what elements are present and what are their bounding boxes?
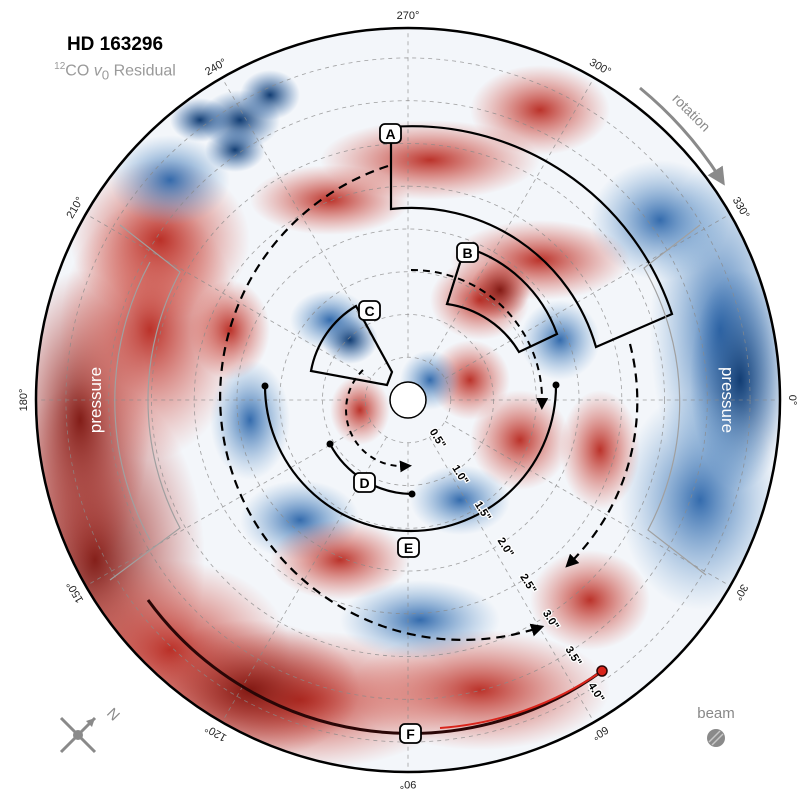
feature-b-dashed-arc	[410, 268, 549, 410]
angle-label: 270°	[397, 10, 420, 22]
feature-f-arc-highlight	[439, 670, 603, 729]
velocity-subscript: 0	[101, 67, 110, 83]
angle-label: 30°	[731, 582, 750, 602]
feature-f-box	[399, 723, 422, 744]
molecule-text: CO	[65, 62, 94, 80]
pressure-label-right: pressure	[718, 367, 737, 433]
feature-e-end-dot	[552, 381, 560, 389]
velocity-symbol: v	[93, 62, 102, 80]
central-mask	[389, 381, 427, 419]
subtitle-rest: Residual	[109, 62, 176, 80]
feature-a-sector	[389, 125, 674, 349]
feature-c-sector	[309, 304, 394, 387]
rotation-label: rotation	[669, 90, 713, 134]
angle-label: 90°	[400, 778, 417, 790]
feature-e-arc	[263, 384, 558, 533]
feature-c-label: C	[364, 303, 374, 319]
feature-f-end-dot	[596, 665, 608, 677]
feature-b-sector	[445, 245, 559, 354]
feature-d-dashed-arc	[345, 369, 412, 473]
feature-c-box	[358, 300, 381, 321]
feature-d-box	[353, 472, 376, 493]
compass-north-label: N	[103, 705, 123, 725]
feature-a-label: A	[385, 126, 395, 142]
feature-annotations: A B C D E F pressure pressure	[86, 123, 737, 744]
feature-b-label: B	[462, 245, 472, 261]
title-block: HD 163296 12CO v0 Residual	[40, 34, 190, 87]
compass-icon	[59, 716, 97, 754]
rotation-arrow	[639, 86, 725, 186]
feature-f-label: F	[406, 726, 415, 742]
figure-title: HD 163296	[66, 34, 164, 55]
feature-a-box	[379, 123, 402, 144]
feature-f-arc	[146, 599, 603, 735]
isotope-superscript: 12	[54, 61, 66, 72]
pressure-band-right	[643, 224, 707, 576]
beam-icon	[707, 729, 725, 747]
beam-label: beam	[697, 705, 735, 722]
pressure-band-left	[109, 224, 181, 581]
pressure-band-left-inner	[114, 261, 151, 541]
figure-subtitle: 12CO v0 Residual	[40, 56, 190, 87]
feature-e-label: E	[404, 540, 413, 556]
feature-d-label: D	[359, 475, 369, 491]
outer-dashed-arc-left	[219, 164, 545, 641]
feature-e-box	[397, 537, 420, 558]
outer-dashed-arc-right	[565, 343, 639, 568]
feature-e-start-dot	[261, 382, 269, 390]
feature-d-start-dot	[326, 440, 334, 448]
pressure-label-left: pressure	[86, 367, 105, 433]
feature-d-end-dot	[408, 490, 416, 498]
angle-label: 0°	[786, 395, 798, 406]
angle-label: 60°	[590, 723, 610, 742]
feature-b-box	[456, 242, 479, 263]
disc-boundary	[34, 26, 782, 774]
angle-label: 180°	[18, 389, 30, 412]
